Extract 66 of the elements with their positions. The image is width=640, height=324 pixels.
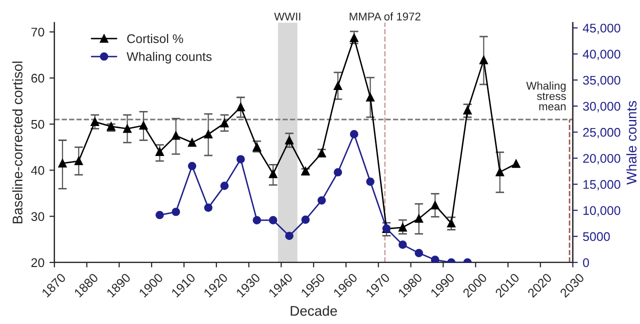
point [414, 214, 424, 223]
point [252, 216, 262, 224]
point [430, 201, 440, 210]
point [220, 182, 229, 190]
point [414, 248, 424, 258]
y-tick-label: 70 [31, 28, 44, 37]
y-axis-title: Baseline-corrected cortisol [12, 62, 22, 224]
y2-tick-label: 35,000 [583, 76, 620, 86]
point [430, 256, 440, 262]
y-tick-label: 30 [31, 212, 44, 221]
point [496, 168, 504, 176]
legend-label: Cortisol % [127, 34, 184, 44]
point [334, 168, 342, 176]
point [204, 130, 212, 138]
point [220, 119, 229, 128]
y2-tick-label: 25,000 [583, 128, 620, 138]
point [366, 177, 374, 186]
point [156, 210, 164, 220]
point [268, 216, 278, 224]
band-label: WWII [274, 12, 300, 20]
y-tick-label: 60 [31, 74, 44, 83]
y2-tick-label: 15,000 [583, 180, 620, 190]
point [188, 162, 196, 170]
point [350, 34, 358, 42]
y-tick-label: 50 [31, 120, 44, 129]
point [139, 121, 148, 130]
point [463, 106, 472, 114]
legend-label: Whaling counts [126, 52, 212, 64]
point [366, 93, 374, 102]
y2-tick-label: 0 [583, 258, 589, 268]
point [188, 138, 196, 147]
y2-tick-label: 20,000 [583, 154, 620, 164]
point [172, 208, 180, 216]
point [252, 143, 262, 152]
point [398, 223, 407, 232]
y-tick-label: 40 [31, 166, 44, 175]
point [301, 216, 310, 224]
point [350, 130, 358, 138]
x-axis-title: Decade [290, 306, 337, 316]
y2-axis-title: Whale counts [626, 100, 637, 185]
point [172, 131, 180, 140]
point [74, 156, 83, 166]
y2-tick-label: 30,000 [583, 102, 620, 112]
point [156, 148, 164, 156]
point [123, 124, 132, 133]
point [204, 204, 212, 212]
y2-tick-label: 45,000 [582, 24, 620, 34]
y2-tick-label: 40,000 [582, 50, 620, 60]
point [285, 232, 294, 240]
point [236, 102, 245, 112]
y2-tick-label: 10,000 [583, 206, 620, 216]
point [58, 159, 67, 168]
ref-line-label: Whaling stress mean [526, 82, 566, 110]
point [268, 170, 278, 178]
point [447, 219, 456, 228]
point [334, 82, 342, 90]
point [90, 118, 100, 126]
point [318, 196, 326, 205]
point [480, 56, 488, 64]
y-tick-label: 20 [31, 258, 44, 268]
point [512, 160, 520, 168]
y2-tick-label: 5000 [583, 232, 610, 242]
point [285, 136, 294, 144]
point [398, 240, 407, 249]
ref-line-label: MMPA of 1972 [350, 12, 420, 20]
point [236, 155, 245, 164]
